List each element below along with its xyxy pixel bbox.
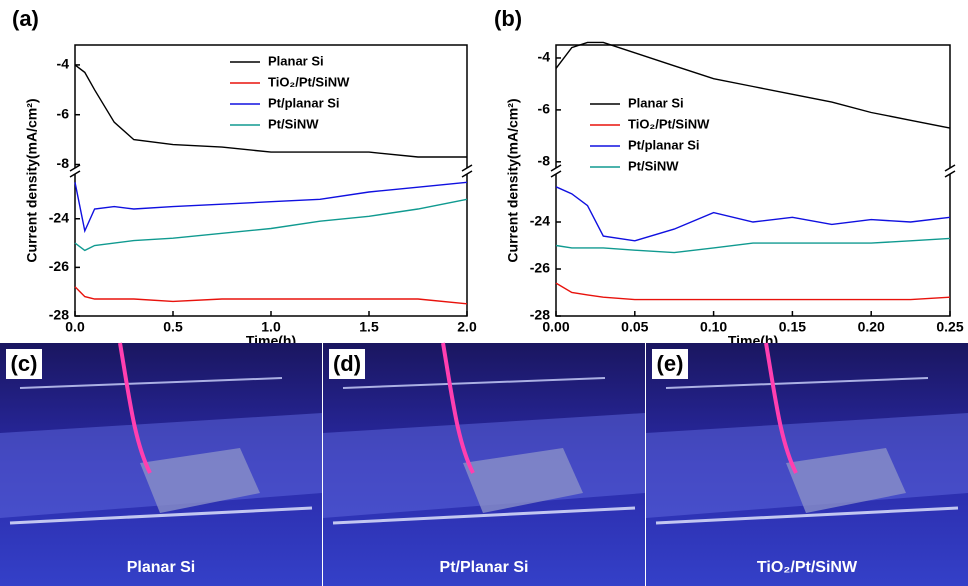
x-tick-label: 1.0 [261,319,281,335]
series-line [74,286,468,305]
y-tick-label: -26 [49,258,69,274]
y-tick-label: -4 [57,56,70,72]
photo-sample [463,448,583,513]
y-axis-label: Current density(mA/cm²) [24,98,40,262]
axis-break-gap [463,168,471,174]
x-tick-label: 2.0 [457,319,477,335]
series-line [74,181,468,234]
x-tick-label: 0.25 [936,319,963,335]
x-tick-label: 0.15 [779,319,806,335]
x-tick-label: 1.5 [359,319,379,335]
photo-highlight [342,377,606,389]
legend-label: TiO₂/Pt/SiNW [628,116,710,131]
y-tick-label: -6 [57,105,70,121]
panel-label: (a) [12,6,39,31]
photo-wire [118,342,152,474]
series-line [74,64,467,158]
panel-label: (b) [494,6,522,31]
photo-label-bg [6,349,42,379]
photo-highlight [665,377,929,389]
legend-label: Pt/planar Si [268,95,340,110]
photo-label: (e) [657,351,684,376]
plot-frame [555,44,951,317]
y-tick-label: -4 [538,49,551,65]
series-line [74,198,468,252]
axis-break [550,170,562,178]
axis-break [461,164,473,172]
series-line [555,282,951,301]
photo-label-bg [329,349,365,379]
legend-label: Pt/planar Si [628,137,700,152]
series-line [555,237,951,254]
series-line [555,186,951,242]
legend-label: Pt/SiNW [268,116,319,131]
y-axis-label: Current density(mA/cm²) [505,98,521,262]
photo-caption: Pt/Planar Si [440,559,529,576]
photo-highlight [655,506,959,525]
axis-break [461,170,473,178]
photo-wire [441,342,475,474]
y-tick-label: -24 [530,213,550,229]
y-tick-label: -6 [538,101,551,117]
legend-label: Planar Si [628,95,684,110]
y-tick-label: -8 [538,153,551,169]
photo-wire [764,342,798,474]
photo-highlight [19,377,283,389]
axis-break-gap [946,168,954,174]
photo-label-bg [652,349,688,379]
axis-break-gap [552,168,560,174]
legend-label: TiO₂/Pt/SiNW [268,74,350,89]
legend-label: Pt/SiNW [628,158,679,173]
photo-label: (d) [333,351,361,376]
y-tick-label: -28 [530,307,550,323]
axis-break [69,164,81,172]
axis-break [944,170,956,178]
axis-break [550,164,562,172]
y-tick-label: -24 [49,209,69,225]
axis-break-gap [71,168,79,174]
x-tick-label: 0.0 [65,319,85,335]
photo-highlight [332,506,636,525]
legend-label: Planar Si [268,53,324,68]
y-tick-label: -28 [49,307,69,323]
axis-break [944,164,956,172]
x-tick-label: 0.5 [163,319,183,335]
x-tick-label: 0.05 [621,319,648,335]
photo-sample [786,448,906,513]
series-line [555,41,951,129]
axis-break [69,170,81,178]
photo-sample [140,448,260,513]
x-tick-label: 0.20 [858,319,885,335]
photo-caption: Planar Si [127,559,195,576]
y-tick-label: -26 [530,260,550,276]
y-tick-label: -8 [57,155,70,171]
x-tick-label: 0.00 [542,319,569,335]
photo-caption: TiO₂/Pt/SiNW [757,559,858,576]
x-tick-label: 0.10 [700,319,727,335]
photo-highlight [9,506,313,525]
photo-label: (c) [11,351,38,376]
